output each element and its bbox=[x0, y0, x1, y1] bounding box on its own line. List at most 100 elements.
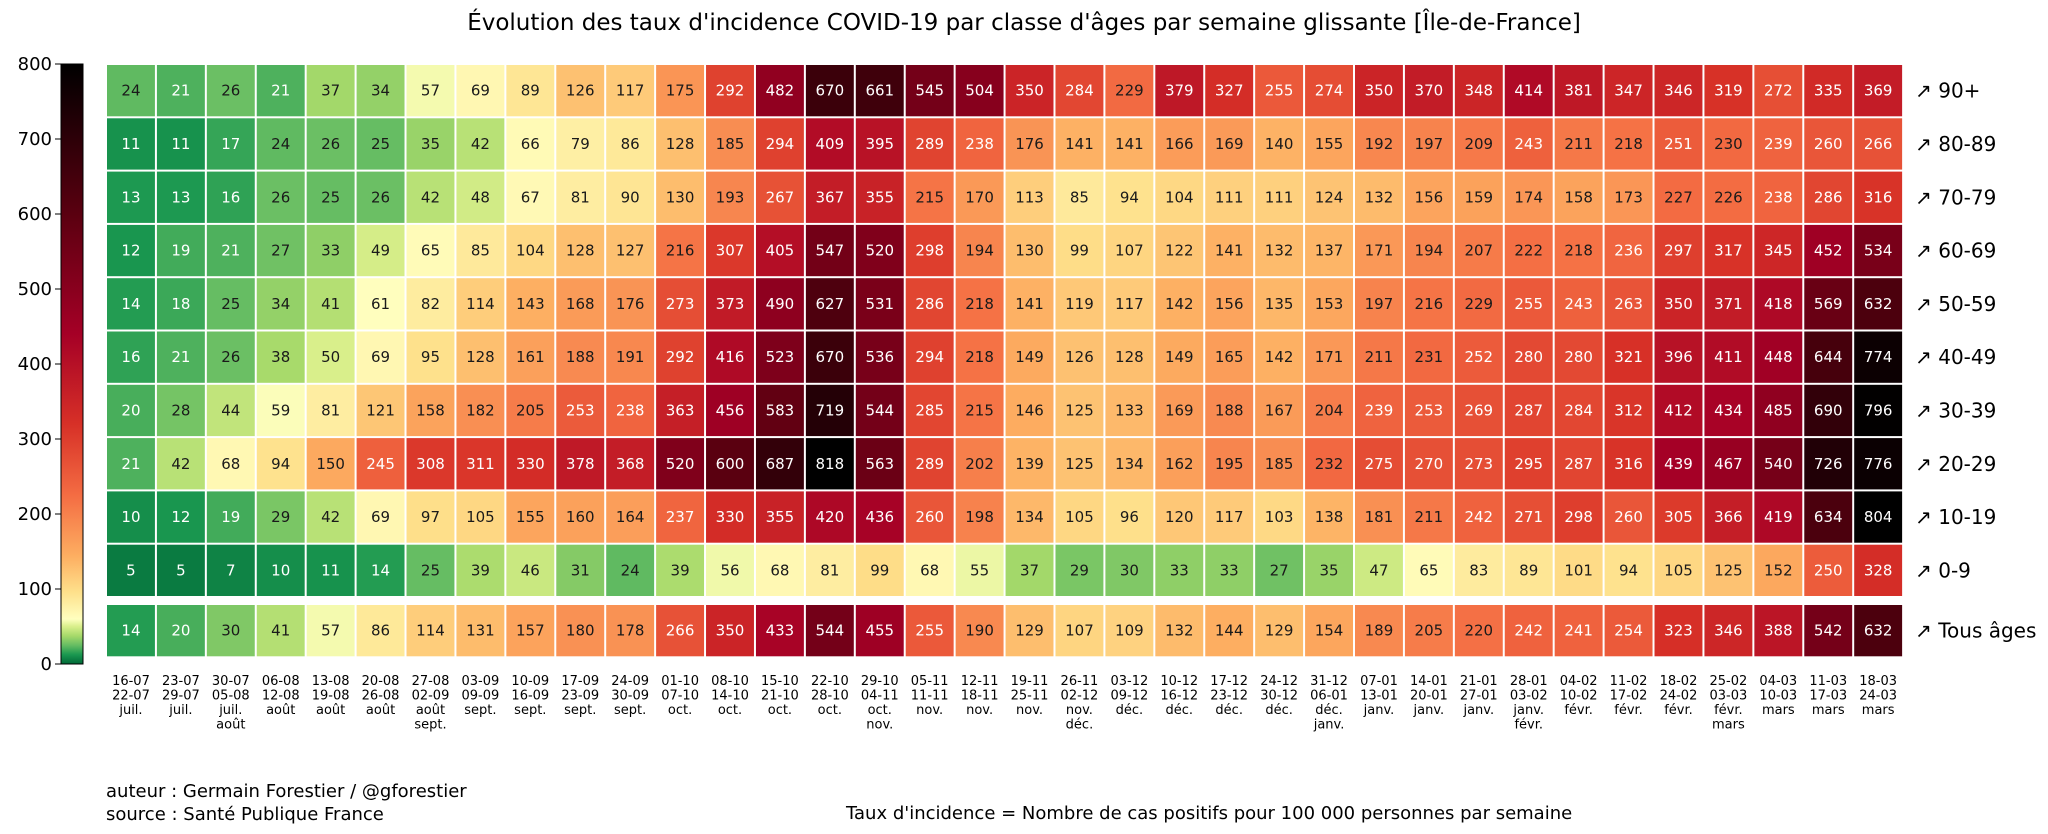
column-label-line: nov. bbox=[916, 703, 943, 718]
cell-value-label: 29 bbox=[1070, 561, 1089, 579]
cell-value-label: 294 bbox=[766, 135, 795, 153]
cell-value-label: 42 bbox=[321, 508, 340, 526]
heatmap-cell bbox=[1704, 278, 1753, 330]
cell-value-label: 126 bbox=[566, 82, 595, 100]
heatmap-cell bbox=[1504, 384, 1553, 437]
column-label-line: 09-12 bbox=[1110, 689, 1148, 704]
cell-value-label: 371 bbox=[1714, 295, 1743, 313]
heatmap-cell bbox=[755, 491, 804, 543]
cell-value-label: 222 bbox=[1514, 242, 1543, 260]
cell-value-label: 150 bbox=[316, 455, 345, 473]
cell-value-label: 86 bbox=[621, 135, 640, 153]
heatmap-cell bbox=[406, 278, 455, 330]
cell-value-label: 121 bbox=[366, 401, 395, 419]
cell-value-label: 26 bbox=[221, 348, 240, 366]
heatmap-cell bbox=[905, 331, 954, 383]
cell-value-label: 103 bbox=[1265, 508, 1294, 526]
heatmap-cell bbox=[1804, 224, 1853, 277]
column-label-line: 21-10 bbox=[761, 689, 799, 704]
cell-value-label: 130 bbox=[1015, 242, 1044, 260]
column-label-line: mars bbox=[1862, 703, 1895, 718]
cell-value-label: 220 bbox=[1464, 622, 1493, 640]
heatmap-cell bbox=[805, 65, 854, 117]
column-label-line: 13-08 bbox=[312, 674, 350, 689]
cell-value-label: 7 bbox=[226, 561, 236, 579]
column-label-line: 12-08 bbox=[262, 689, 300, 704]
column-label-line: oct. bbox=[768, 703, 792, 718]
column-label-line: déc. bbox=[1066, 718, 1094, 733]
heatmap-cell bbox=[855, 171, 904, 223]
cell-value-label: 99 bbox=[1070, 242, 1089, 260]
heatmap-cell bbox=[656, 491, 705, 543]
heatmap-cell bbox=[1854, 278, 1903, 330]
cell-value-label: 81 bbox=[571, 188, 590, 206]
cell-value-label: 216 bbox=[1415, 295, 1444, 313]
column-label-line: févr. bbox=[1514, 718, 1543, 733]
cell-value-label: 11 bbox=[321, 561, 340, 579]
heatmap-cell bbox=[506, 544, 555, 596]
column-label-line: 14-01 bbox=[1410, 674, 1448, 689]
heatmap-cell bbox=[1854, 544, 1903, 596]
cell-value-label: 540 bbox=[1764, 455, 1793, 473]
column-label-line: 16-07 bbox=[112, 674, 150, 689]
cell-value-label: 81 bbox=[321, 401, 340, 419]
heatmap-cell bbox=[1355, 544, 1403, 596]
heatmap-cell bbox=[1554, 544, 1603, 596]
heatmap-cell bbox=[506, 224, 555, 277]
cell-value-label: 132 bbox=[1365, 188, 1394, 206]
cell-value-label: 286 bbox=[915, 295, 944, 313]
colorbar-tick-label: 200 bbox=[18, 504, 52, 525]
cell-value-label: 188 bbox=[566, 348, 595, 366]
cell-value-label: 65 bbox=[421, 242, 440, 260]
heatmap-cell bbox=[1604, 605, 1653, 657]
column-label-line: juil. bbox=[118, 703, 142, 718]
column-label-line: 10-09 bbox=[511, 674, 549, 689]
heatmap-cell bbox=[1754, 384, 1803, 437]
cell-value-label: 286 bbox=[1814, 188, 1843, 206]
heatmap-cell bbox=[1854, 65, 1903, 117]
heatmap-cell bbox=[755, 65, 804, 117]
cell-value-label: 82 bbox=[421, 295, 440, 313]
heatmap-cell bbox=[706, 224, 754, 277]
heatmap-cell bbox=[1754, 605, 1803, 657]
heatmap-cell bbox=[156, 278, 205, 330]
cell-value-label: 41 bbox=[271, 622, 290, 640]
heatmap-cell bbox=[1055, 384, 1104, 437]
cell-value-label: 128 bbox=[566, 242, 595, 260]
column-label-line: 17-02 bbox=[1610, 689, 1648, 704]
cell-value-label: 105 bbox=[1664, 561, 1693, 579]
cell-value-label: 154 bbox=[1315, 622, 1344, 640]
column-label-line: 31-12 bbox=[1310, 674, 1348, 689]
heatmap-cell bbox=[1754, 438, 1803, 490]
column-label-line: nov. bbox=[1016, 703, 1043, 718]
cell-value-label: 158 bbox=[1564, 188, 1593, 206]
colorbar-tick-label: 800 bbox=[18, 54, 52, 75]
cell-value-label: 297 bbox=[1664, 242, 1693, 260]
heatmap-cell bbox=[406, 65, 455, 117]
column-label-line: 20-08 bbox=[362, 674, 400, 689]
heatmap-cell bbox=[1255, 118, 1304, 170]
heatmap-cell bbox=[456, 438, 505, 490]
column-label-line: 04-03 bbox=[1759, 674, 1797, 689]
cell-value-label: 25 bbox=[321, 188, 340, 206]
heatmap-cell bbox=[955, 331, 1004, 383]
heatmap-cell bbox=[556, 491, 605, 543]
cell-value-label: 162 bbox=[1165, 455, 1194, 473]
author-block: auteur : Germain Forestier / @gforestier… bbox=[106, 780, 467, 826]
heatmap-cell bbox=[1654, 224, 1703, 277]
heatmap-cell bbox=[1105, 171, 1154, 223]
cell-value-label: 139 bbox=[1015, 455, 1044, 473]
heatmap-cell bbox=[1804, 384, 1853, 437]
cell-value-label: 109 bbox=[1115, 622, 1144, 640]
cell-value-label: 13 bbox=[121, 188, 140, 206]
heatmap-cell bbox=[1404, 118, 1453, 170]
heatmap-cell bbox=[107, 384, 155, 437]
column-label-line: 17-12 bbox=[1210, 674, 1248, 689]
column-label-line: 07-10 bbox=[661, 689, 699, 704]
heatmap-cell bbox=[1654, 544, 1703, 596]
cell-value-label: 644 bbox=[1814, 348, 1843, 366]
column-label-line: 03-02 bbox=[1510, 689, 1548, 704]
heatmap-cell bbox=[955, 438, 1004, 490]
heatmap-cell bbox=[1255, 171, 1304, 223]
cell-value-label: 534 bbox=[1864, 242, 1893, 260]
